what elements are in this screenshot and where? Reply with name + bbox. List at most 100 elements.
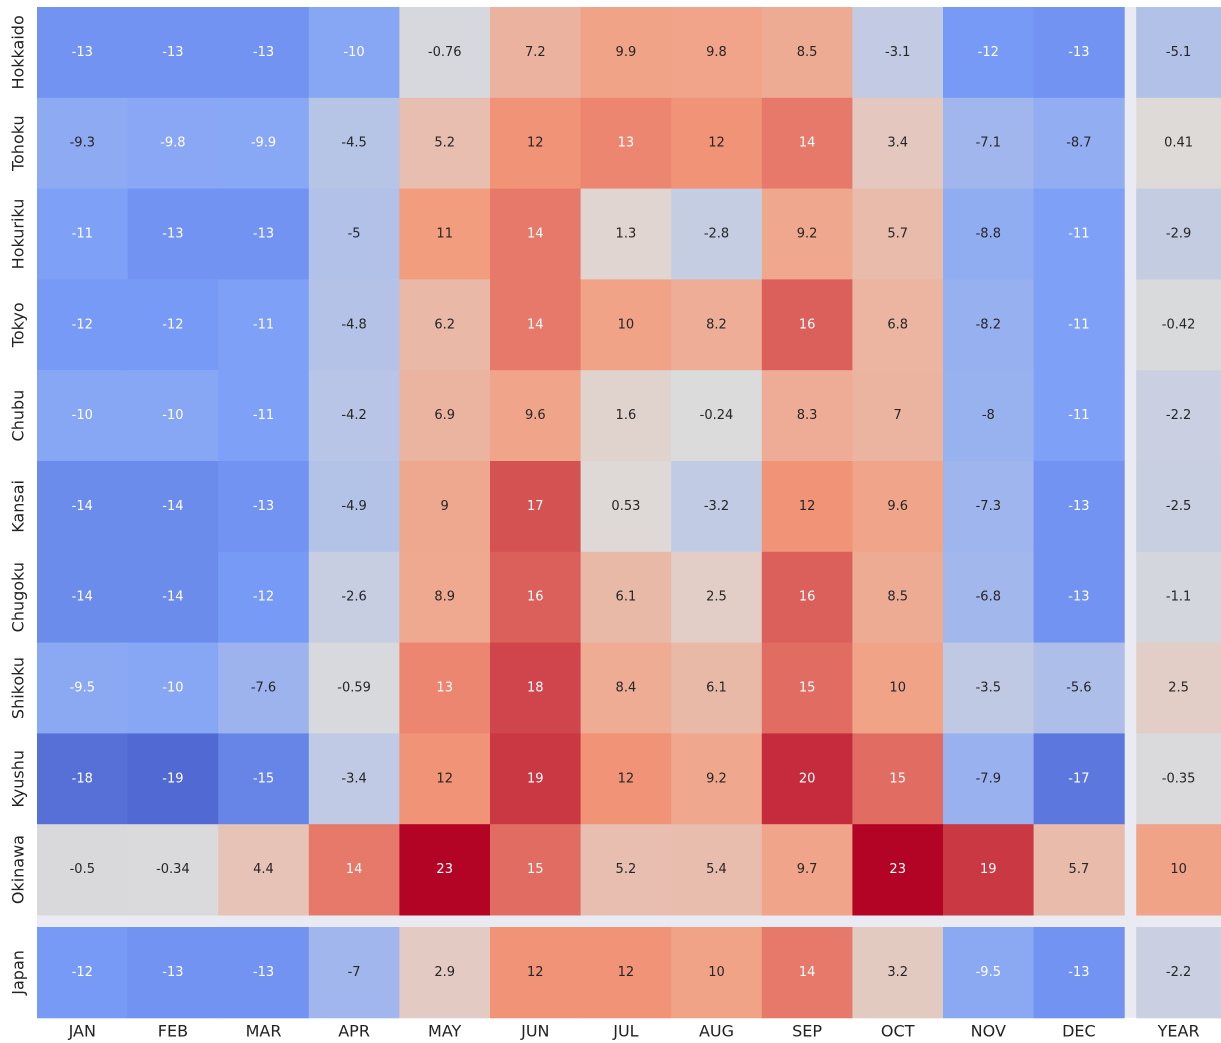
cell-label: -11 — [72, 227, 93, 242]
heatmap-cell — [37, 188, 129, 280]
cell-label: 15 — [799, 681, 816, 696]
cell-label: -15 — [253, 771, 274, 786]
cell-label: 12 — [527, 136, 544, 151]
heatmap-cell — [37, 461, 129, 553]
heatmap-cell — [127, 188, 219, 280]
heatmap-cell — [490, 370, 582, 462]
heatmap-cell — [490, 279, 582, 371]
heatmap-cell — [761, 97, 853, 190]
heatmap-cell — [399, 188, 491, 280]
cell-label: 10 — [708, 965, 725, 980]
cell-label: -3.2 — [704, 499, 729, 514]
heatmap-cell — [1033, 927, 1125, 1019]
heatmap-cell — [37, 733, 129, 825]
heatmap-cell — [943, 733, 1035, 825]
heatmap-cell — [37, 7, 129, 99]
heatmap-cell — [671, 97, 763, 190]
heatmap-cell — [308, 461, 400, 553]
cell-label: -2.8 — [704, 227, 729, 242]
cell-label: -7.6 — [251, 681, 276, 696]
cell-label: 18 — [527, 681, 544, 696]
row-label: Kyushu — [9, 750, 28, 808]
cell-label: 17 — [527, 499, 544, 514]
cell-label: -10 — [343, 45, 364, 60]
cell-label: -12 — [253, 590, 274, 605]
heatmap-cell — [399, 7, 491, 99]
heatmap-cell — [761, 642, 853, 734]
heatmap-cell — [1033, 97, 1125, 190]
cell-label: 16 — [799, 590, 816, 605]
heatmap-cell — [399, 642, 491, 734]
cell-label: -2.9 — [1166, 227, 1191, 242]
heatmap-cell — [218, 551, 310, 644]
cell-label: -3.5 — [976, 681, 1001, 696]
heatmap-cell — [852, 7, 944, 99]
heatmap-cell — [127, 97, 219, 190]
cell-label: -0.24 — [700, 408, 734, 423]
cell-label: -0.42 — [1162, 317, 1196, 332]
cell-label: 8.5 — [887, 590, 908, 605]
column-label: JUL — [612, 1022, 638, 1041]
cell-label: 5.2 — [616, 862, 637, 877]
heatmap-cell — [852, 642, 944, 734]
row-label: Hokuriku — [9, 199, 28, 270]
cell-label: -13 — [253, 45, 274, 60]
cell-label: -12 — [72, 965, 93, 980]
column-label: JAN — [68, 1022, 96, 1041]
heatmap-cell — [308, 370, 400, 462]
heatmap-cell — [852, 824, 944, 916]
heatmap-cell — [37, 642, 129, 734]
heatmap-cell — [37, 824, 129, 916]
heatmap-cell — [1136, 927, 1221, 1019]
heatmap-cell — [761, 733, 853, 825]
heatmap-cell — [1136, 279, 1221, 371]
heatmap-cell — [37, 97, 129, 190]
heatmap-cell — [671, 642, 763, 734]
cell-label: -13 — [162, 227, 183, 242]
cell-label: 6.8 — [887, 317, 908, 332]
cell-label: 8.9 — [434, 590, 455, 605]
heatmap-cell — [1033, 733, 1125, 825]
cell-label: 19 — [980, 862, 997, 877]
cell-label: -8.8 — [976, 227, 1001, 242]
heatmap-cell — [852, 551, 944, 644]
heatmap-cell — [580, 551, 672, 644]
heatmap-cell — [218, 7, 310, 99]
heatmap-cell — [580, 188, 672, 280]
cell-label: 11 — [436, 227, 453, 242]
heatmap-cell — [218, 188, 310, 280]
heatmap-cell — [1136, 461, 1221, 553]
heatmap-cell — [671, 551, 763, 644]
heatmap-cell — [490, 551, 582, 644]
cell-label: 12 — [527, 965, 544, 980]
cell-label: 12 — [618, 771, 635, 786]
cell-label: -17 — [1068, 771, 1089, 786]
heatmap-cell — [852, 370, 944, 462]
cell-label: -8.7 — [1066, 136, 1091, 151]
cell-label: 16 — [799, 317, 816, 332]
cell-label: -11 — [253, 317, 274, 332]
heatmap-cell — [308, 97, 400, 190]
cell-label: -11 — [253, 408, 274, 423]
row-label: Okinawa — [9, 835, 28, 904]
heatmap-cell — [399, 370, 491, 462]
heatmap-cell — [580, 370, 672, 462]
heatmap-cell — [580, 7, 672, 99]
cell-label: -11 — [1068, 317, 1089, 332]
heatmap-cell — [127, 551, 219, 644]
heatmap-cell — [1033, 188, 1125, 280]
heatmap-cell — [308, 7, 400, 99]
heatmap-cell — [943, 927, 1035, 1019]
heatmap-cell — [490, 927, 582, 1019]
cell-label: 8.3 — [797, 408, 818, 423]
cell-label: 1.3 — [616, 227, 637, 242]
cell-label: 9.2 — [797, 227, 818, 242]
heatmap-cell — [580, 733, 672, 825]
cell-label: 12 — [708, 136, 725, 151]
cell-label: -13 — [162, 45, 183, 60]
heatmap-cell — [852, 733, 944, 825]
heatmap-cell — [37, 927, 129, 1019]
cell-label: -2.2 — [1166, 965, 1191, 980]
heatmap-cell — [308, 642, 400, 734]
